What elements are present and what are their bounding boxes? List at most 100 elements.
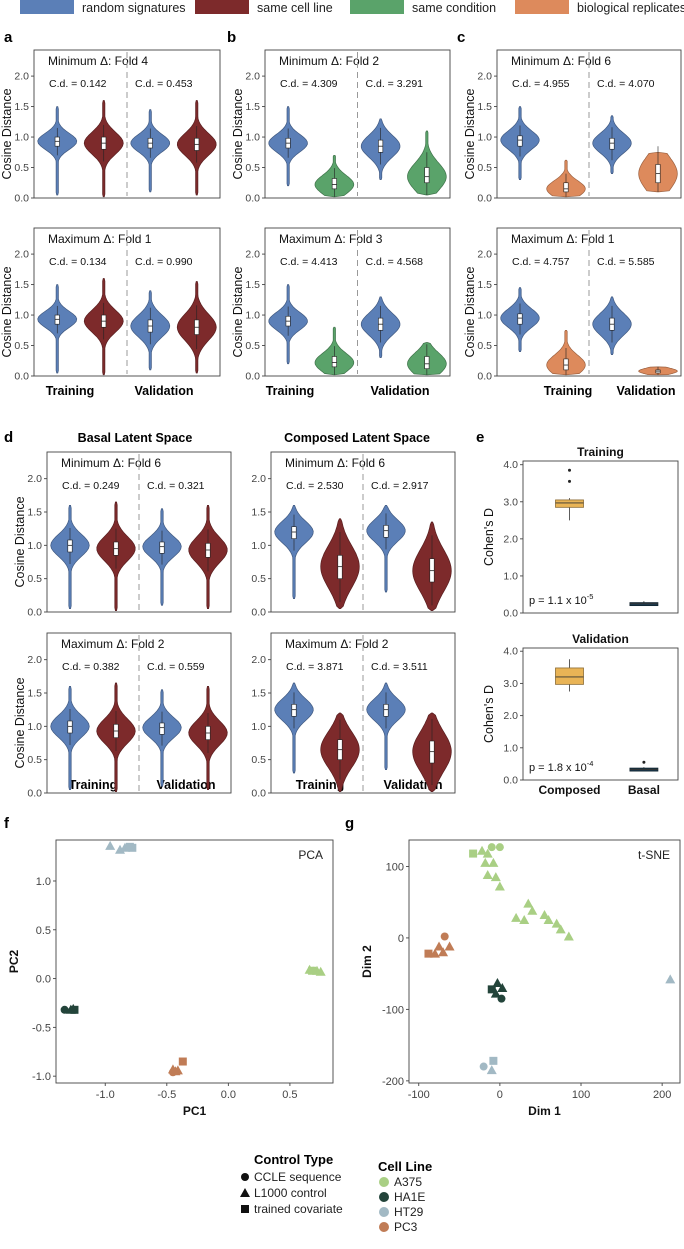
y-axis-title: Cosine Distance	[13, 677, 27, 768]
y-tick-label: 0.0	[14, 193, 29, 205]
violin-panel-b_bottom: Maximum Δ: Fold 3 C.d. = 4.413 C.d. = 4.56…	[231, 227, 451, 383]
point-ha1e-square	[487, 985, 496, 994]
cohens-d-label: C.d. = 2.530	[286, 480, 344, 492]
violin-box	[563, 358, 569, 371]
point-pc3-square	[178, 1057, 187, 1066]
p-value-text: p = 1.8 x 10	[529, 762, 587, 774]
y-tick-label: 2.0	[245, 249, 260, 261]
y-tick-label: 1.0	[14, 310, 29, 322]
cohens-d-label: C.d. = 3.291	[366, 78, 424, 90]
panel-title: Minimum Δ: Fold 6	[61, 456, 161, 470]
point-ht29-square	[128, 843, 137, 852]
y-tick-label: 3.0	[503, 678, 518, 690]
box-outlier	[568, 479, 571, 483]
point-a375-triangle	[543, 915, 554, 925]
method-label: PCA	[298, 848, 323, 862]
y-tick-label: 2.0	[27, 654, 42, 666]
violin-box	[517, 135, 523, 147]
violin-box	[331, 178, 337, 190]
panel-frame	[46, 632, 232, 794]
y-tick-label: 1.5	[251, 507, 266, 519]
y-tick-label: 1.0	[245, 132, 260, 144]
point-ht29-square	[489, 1056, 498, 1065]
y-tick-label: 0.0	[251, 788, 266, 800]
legend-label-same-condition: same condition	[412, 1, 496, 15]
cohens-d-label: C.d. = 5.585	[597, 256, 655, 268]
cohens-d-label: C.d. = 4.568	[366, 256, 424, 268]
y-tick-label: 4.0	[503, 646, 518, 658]
x-tick-label: -0.5	[157, 1089, 176, 1101]
violin-panel-a_bottom: Maximum Δ: Fold 1 C.d. = 0.134 C.d. = 0.99…	[0, 227, 221, 383]
y-tick-label: 0.0	[245, 193, 260, 205]
panel-frame	[33, 49, 221, 199]
y-tick-label: 1.0	[503, 570, 518, 582]
cohens-d-label: C.d. = 0.134	[49, 256, 107, 268]
cell-line-title: Cell Line	[378, 1159, 432, 1174]
x-label-training: Training	[69, 778, 118, 792]
cohens-d-label: C.d. = 0.990	[135, 256, 193, 268]
cohens-d-label: C.d. = 0.321	[147, 480, 205, 492]
panel-title: Validation	[572, 632, 629, 646]
point-ha1e-circle	[497, 994, 506, 1003]
point-ht29-triangle	[486, 1065, 497, 1075]
box-composed	[555, 499, 584, 508]
box-outlier	[642, 760, 646, 764]
y-tick-label: 2.0	[477, 71, 492, 83]
point-ha1e-triangle	[497, 982, 508, 992]
box-panel-e_training: Training 0.0 1.0 2.0 3.0 4.0 Cohen's D p = 1.1 …	[482, 445, 679, 620]
y-tick-label: 0.5	[477, 162, 492, 174]
panel-frame	[264, 227, 451, 377]
panel-label-f: f	[4, 815, 10, 832]
y-tick-label: 1.0	[27, 540, 42, 552]
y-tick-label: 1.0	[477, 132, 492, 144]
x-tick-label: 200	[653, 1089, 671, 1101]
point-ht29-triangle	[105, 840, 116, 850]
xlabel-group-b: Training Validation	[266, 384, 430, 398]
violin-box	[517, 313, 523, 325]
y-axis-title: Dim 2	[360, 945, 374, 978]
violin-box	[67, 539, 73, 553]
y-tick-label: 0.0	[477, 193, 492, 205]
point-a375-triangle	[482, 870, 493, 880]
y-tick-label: 0.5	[251, 573, 266, 585]
violin-box	[383, 704, 389, 717]
y-tick-label: 0.0	[477, 371, 492, 383]
panel-frame	[270, 451, 456, 613]
violin-panel-d_composed_bottom: Maximum Δ: Fold 2 C.d. = 3.871 C.d. = 3.51…	[251, 632, 456, 800]
cohens-d-label: C.d. = 3.871	[286, 661, 344, 673]
x-label-validation: Validation	[370, 384, 429, 398]
violin-box	[159, 722, 165, 735]
panel-frame	[46, 451, 232, 613]
x-category-label: Basal	[628, 783, 660, 797]
y-tick-label: 2.0	[503, 710, 518, 722]
basal-latent-space-title: Basal Latent Space	[78, 431, 193, 445]
violin-random-signatures	[274, 504, 314, 600]
y-tick-label: 1.5	[14, 101, 29, 113]
point-a375-circle	[495, 843, 504, 852]
p-value-label: p = 1.1 x 10-5	[529, 592, 593, 607]
y-tick-label: 0.0	[36, 974, 51, 986]
violin-panel-a_top: Minimum Δ: Fold 4 C.d. = 0.142 C.d. = 0.45…	[0, 49, 221, 205]
panel-frame	[408, 839, 681, 1084]
x-tick-label: -100	[408, 1089, 430, 1101]
y-tick-label: -0.5	[32, 1022, 51, 1034]
point-a375-triangle	[527, 905, 538, 915]
legend-swatch-same-condition	[350, 0, 404, 14]
y-tick-label: 1.5	[14, 279, 29, 291]
point-ha1e-triangle	[492, 977, 503, 987]
control-label-ccle: CCLE sequence	[254, 1170, 342, 1184]
violin-box	[291, 704, 297, 717]
y-tick-label: 0.0	[14, 371, 29, 383]
y-axis-title: Cosine Distance	[463, 88, 477, 179]
x-axis-title: Dim 1	[528, 1104, 561, 1118]
point-a375-triangle	[477, 845, 488, 855]
panel-title: Maximum Δ: Fold 1	[48, 232, 152, 246]
point-a375-triangle	[539, 910, 550, 920]
y-tick-label: 0.5	[477, 340, 492, 352]
y-axis-title: Cosine Distance	[0, 88, 14, 179]
x-label-validation: Validation	[616, 384, 675, 398]
violin-box	[563, 182, 569, 193]
y-tick-label: 0.0	[27, 607, 42, 619]
violin-box	[159, 541, 165, 554]
y-tick-label: 1.0	[251, 540, 266, 552]
